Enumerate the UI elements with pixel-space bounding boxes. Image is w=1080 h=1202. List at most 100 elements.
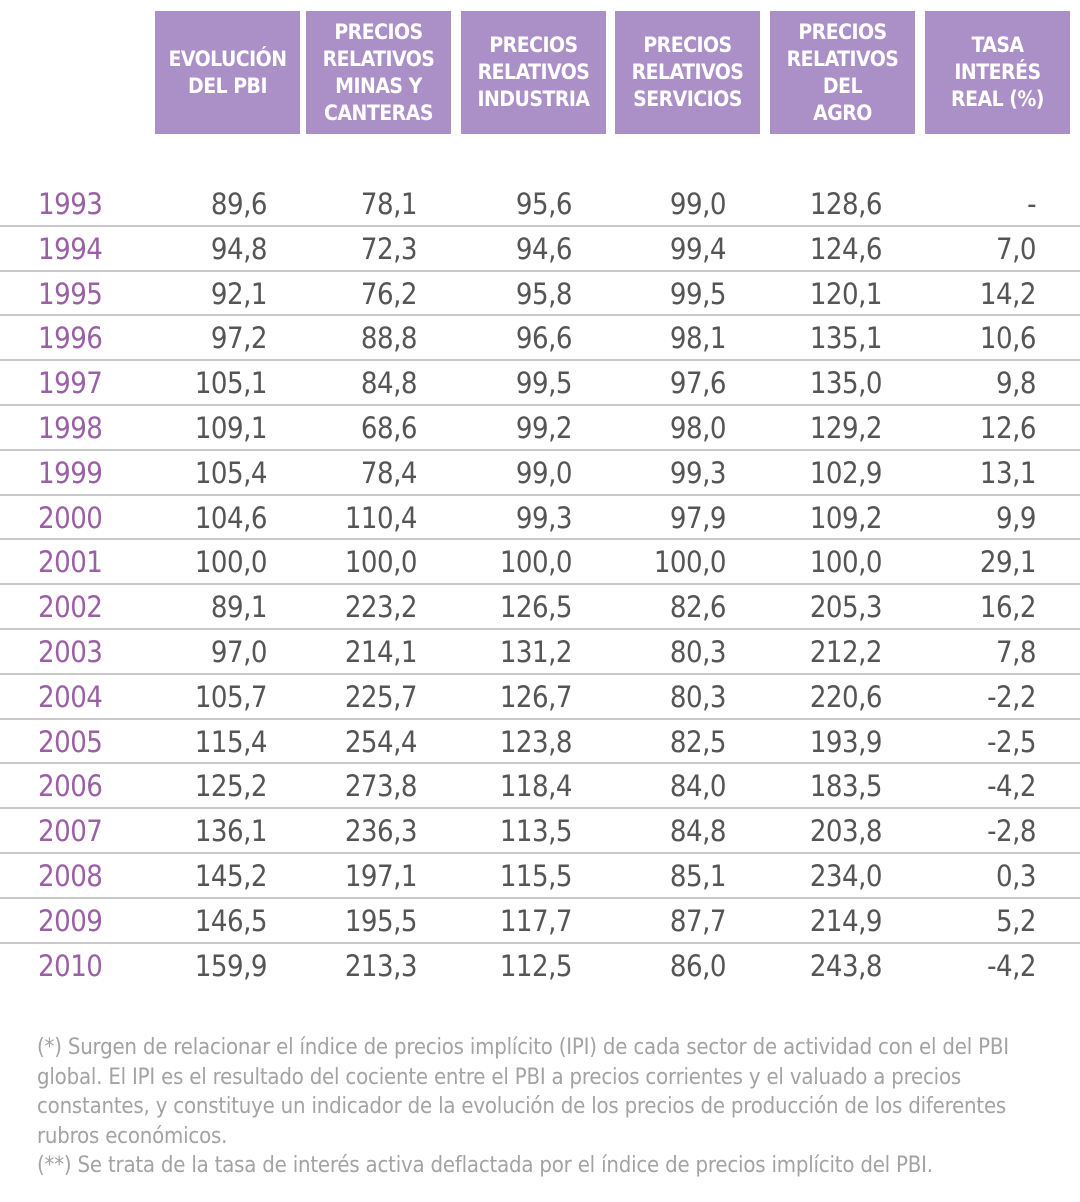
table-row: 1994 94,8 72,3 94,6 99,4 124,6 7,0 <box>0 227 1080 272</box>
header-tasa-interes-real: TASA INTERÉS REAL (%) <box>925 11 1070 134</box>
value-cell-agro: 128,6 <box>809 187 883 221</box>
value-cell-evolucion-pbi: 125,2 <box>194 769 268 804</box>
year-cell: 1997 <box>38 366 103 401</box>
year-cell: 2001 <box>38 545 103 580</box>
value-cell-agro: 220,6 <box>809 679 883 714</box>
value-cell-servicios: 99,0 <box>669 187 727 221</box>
year-cell: 2008 <box>38 858 103 893</box>
value-cell-industria: 113,5 <box>499 814 573 849</box>
value-cell-servicios: 82,5 <box>669 724 727 759</box>
value-cell-industria: 99,0 <box>515 455 573 490</box>
value-cell-minas-canteras: 197,1 <box>344 858 418 893</box>
value-cell-industria: 117,7 <box>499 903 573 938</box>
footnote-ipi: (*) Surgen de relacionar el índice de pr… <box>37 1035 1009 1149</box>
table-row: 1999 105,4 78,4 99,0 99,3 102,9 13,1 <box>0 451 1080 496</box>
value-cell-evolucion-pbi: 89,6 <box>210 187 268 221</box>
value-cell-servicios: 80,3 <box>669 679 727 714</box>
value-cell-agro: 234,0 <box>809 858 883 893</box>
value-cell-evolucion-pbi: 104,6 <box>194 500 268 535</box>
year-cell: 2009 <box>38 903 103 938</box>
year-cell: 1996 <box>38 321 103 356</box>
value-cell-minas-canteras: 78,4 <box>360 455 418 490</box>
value-cell-servicios: 100,0 <box>653 545 727 580</box>
table-row: 2009 146,5 195,5 117,7 87,7 214,9 5,2 <box>0 899 1080 944</box>
value-cell-industria: 99,3 <box>515 500 573 535</box>
value-cell-agro: 205,3 <box>809 590 883 625</box>
year-cell: 1993 <box>38 187 103 221</box>
table-row: 2007 136,1 236,3 113,5 84,8 203,8 -2,8 <box>0 809 1080 854</box>
value-cell-servicios: 98,0 <box>669 410 727 445</box>
value-cell-agro: 212,2 <box>809 634 883 669</box>
header-precios-minas-canteras: PRECIOS RELATIVOS MINAS Y CANTERAS <box>306 11 451 134</box>
value-cell-servicios: 80,3 <box>669 634 727 669</box>
year-cell: 2006 <box>38 769 103 804</box>
value-cell-industria: 126,5 <box>499 590 573 625</box>
table-row: 2004 105,7 225,7 126,7 80,3 220,6 -2,2 <box>0 675 1080 720</box>
value-cell-industria: 96,6 <box>515 321 573 356</box>
value-cell-servicios: 85,1 <box>669 858 727 893</box>
value-cell-agro: 129,2 <box>809 410 883 445</box>
table-row: 2003 97,0 214,1 131,2 80,3 212,2 7,8 <box>0 630 1080 675</box>
value-cell-minas-canteras: 68,6 <box>360 410 418 445</box>
value-cell-evolucion-pbi: 105,4 <box>194 455 268 490</box>
value-cell-tasa-interes: 13,1 <box>979 455 1037 490</box>
footnote-tasa: (**) Se trata de la tasa de interés acti… <box>37 1153 933 1178</box>
value-cell-tasa-interes: -2,8 <box>987 814 1036 849</box>
table-row: 2000 104,6 110,4 99,3 97,9 109,2 9,9 <box>0 496 1080 541</box>
value-cell-minas-canteras: 76,2 <box>360 276 418 311</box>
value-cell-tasa-interes: 5,2 <box>996 903 1036 938</box>
table-row: 2005 115,4 254,4 123,8 82,5 193,9 -2,5 <box>0 720 1080 765</box>
value-cell-servicios: 82,6 <box>669 590 727 625</box>
value-cell-evolucion-pbi: 94,8 <box>210 231 268 266</box>
value-cell-minas-canteras: 236,3 <box>344 814 418 849</box>
value-cell-servicios: 87,7 <box>669 903 727 938</box>
value-cell-evolucion-pbi: 109,1 <box>194 410 268 445</box>
value-cell-servicios: 99,3 <box>669 455 727 490</box>
table-row: 2001 100,0 100,0 100,0 100,0 100,0 29,1 <box>0 540 1080 586</box>
value-cell-tasa-interes: -2,2 <box>987 679 1036 714</box>
value-cell-tasa-interes: 16,2 <box>979 590 1037 625</box>
year-cell: 2010 <box>38 948 103 983</box>
value-cell-agro: 193,9 <box>809 724 883 759</box>
table-row: 1997 105,1 84,8 99,5 97,6 135,0 9,8 <box>0 361 1080 406</box>
footnotes: (*) Surgen de relacionar el índice de pr… <box>37 1033 1047 1181</box>
value-cell-industria: 95,8 <box>515 276 573 311</box>
header-precios-industria: PRECIOS RELATIVOS INDUSTRIA <box>461 11 606 134</box>
value-cell-tasa-interes: 7,0 <box>996 231 1036 266</box>
header-precios-agro: PRECIOS RELATIVOS DEL AGRO <box>770 11 915 134</box>
table-row: 1993 89,6 78,1 95,6 99,0 128,6 - <box>0 182 1080 227</box>
value-cell-tasa-interes: 0,3 <box>996 858 1036 893</box>
value-cell-servicios: 86,0 <box>669 948 727 983</box>
value-cell-minas-canteras: 78,1 <box>360 187 418 221</box>
year-cell: 1998 <box>38 410 103 445</box>
value-cell-evolucion-pbi: 97,2 <box>210 321 268 356</box>
header-precios-servicios: PRECIOS RELATIVOS SERVICIOS <box>615 11 760 134</box>
value-cell-tasa-interes: 9,8 <box>996 366 1036 401</box>
table-row: 2008 145,2 197,1 115,5 85,1 234,0 0,3 <box>0 854 1080 899</box>
value-cell-industria: 94,6 <box>515 231 573 266</box>
value-cell-servicios: 97,6 <box>669 366 727 401</box>
value-cell-tasa-interes: 29,1 <box>979 545 1037 580</box>
value-cell-tasa-interes: -2,5 <box>987 724 1036 759</box>
value-cell-minas-canteras: 195,5 <box>344 903 418 938</box>
value-cell-minas-canteras: 225,7 <box>344 679 418 714</box>
value-cell-agro: 135,1 <box>809 321 883 356</box>
value-cell-agro: 203,8 <box>809 814 883 849</box>
value-cell-agro: 135,0 <box>809 366 883 401</box>
year-cell: 1999 <box>38 455 103 490</box>
value-cell-evolucion-pbi: 92,1 <box>210 276 268 311</box>
value-cell-industria: 118,4 <box>499 769 573 804</box>
table-row: 1995 92,1 76,2 95,8 99,5 120,1 14,2 <box>0 272 1080 317</box>
value-cell-servicios: 84,0 <box>669 769 727 804</box>
year-cell: 1994 <box>38 231 103 266</box>
value-cell-agro: 100,0 <box>809 545 883 580</box>
value-cell-minas-canteras: 254,4 <box>344 724 418 759</box>
value-cell-servicios: 99,5 <box>669 276 727 311</box>
table-body: 1993 89,6 78,1 95,6 99,0 128,6 - 1994 94,8 72,3 94… <box>0 182 1080 988</box>
value-cell-evolucion-pbi: 146,5 <box>194 903 268 938</box>
value-cell-minas-canteras: 110,4 <box>344 500 418 535</box>
year-cell: 2007 <box>38 814 103 849</box>
value-cell-agro: 183,5 <box>809 769 883 804</box>
value-cell-minas-canteras: 213,3 <box>344 948 418 983</box>
value-cell-industria: 100,0 <box>499 545 573 580</box>
